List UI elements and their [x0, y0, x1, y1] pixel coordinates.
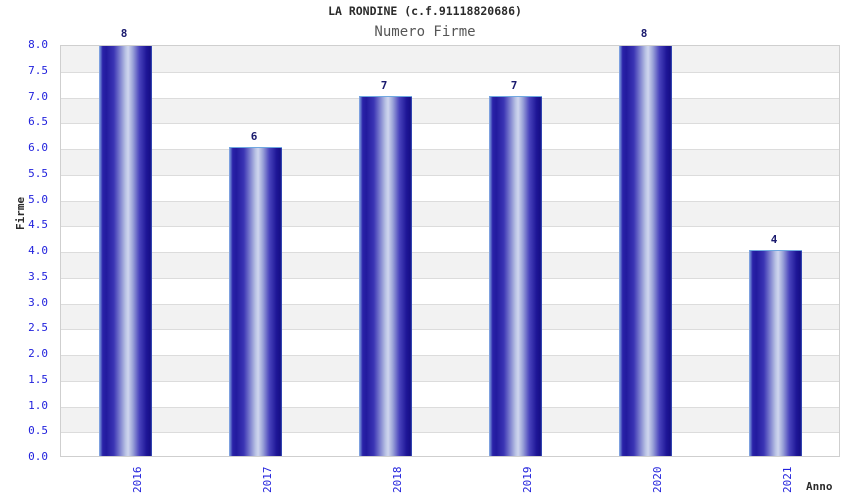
bar-value-label: 7	[510, 78, 518, 92]
bar-value-label: 8	[120, 27, 128, 40]
bar-value-label: 6	[250, 130, 258, 143]
x-axis-tick-label: 2019	[521, 466, 534, 494]
gridline	[61, 123, 839, 124]
gridline	[61, 329, 839, 330]
y-axis-tick-label: 2.5	[28, 321, 48, 335]
y-axis-tick-label: 5.0	[28, 192, 48, 206]
bar[interactable]	[228, 147, 282, 456]
grid-band	[61, 303, 839, 330]
gridline	[61, 432, 839, 433]
bar[interactable]	[618, 46, 672, 456]
bar[interactable]	[748, 250, 802, 456]
grid-band	[61, 97, 839, 124]
x-axis-tick-label: 2021	[781, 466, 794, 494]
x-axis-tick-label: 2018	[391, 466, 404, 494]
bar-value-label: 7	[380, 78, 388, 92]
x-axis-title: Anno	[806, 480, 833, 493]
x-axis-tick-label: 2017	[261, 466, 274, 494]
y-axis-tick-label: 1.5	[28, 372, 48, 386]
y-axis-tick-label: 2.0	[28, 347, 48, 360]
bar[interactable]	[488, 95, 542, 456]
y-axis-tick-label: 7.5	[28, 63, 48, 77]
gridline	[61, 278, 839, 279]
gridline	[61, 226, 839, 227]
gridline	[61, 304, 839, 305]
bar[interactable]	[358, 95, 412, 456]
y-axis-tick-label: 7.0	[28, 89, 48, 103]
gridline	[61, 175, 839, 176]
gridline	[61, 381, 839, 382]
gridline	[61, 72, 839, 73]
plot-area	[60, 45, 840, 457]
y-axis-title: Firme	[14, 196, 27, 230]
x-axis-tick-label: 2020	[651, 466, 664, 494]
gridline	[61, 98, 839, 99]
y-axis-tick-label: 3.0	[28, 295, 48, 309]
y-axis-tick-label: 1.0	[28, 398, 48, 412]
gridline	[61, 201, 839, 202]
grid-band	[61, 406, 839, 433]
grid-band	[61, 355, 839, 381]
gridline	[61, 149, 839, 150]
chart-subtitle: Numero Firme	[374, 24, 476, 40]
grid-band	[61, 46, 839, 72]
grid-band	[61, 149, 839, 175]
y-axis-tick-label: 0.0	[28, 450, 48, 463]
bar[interactable]	[98, 46, 152, 456]
grid-band	[61, 252, 839, 278]
y-axis-tick-label: 4.0	[28, 244, 48, 257]
y-axis-tick-label: 4.5	[28, 218, 48, 232]
gridline	[61, 252, 839, 253]
y-axis-tick-label: 0.5	[28, 424, 48, 438]
y-axis-tick-label: 3.5	[28, 269, 48, 283]
y-axis-tick-label: 6.5	[28, 115, 48, 129]
x-axis-tick-label: 2016	[131, 466, 144, 494]
bar-value-label: 4	[770, 233, 778, 246]
gridline	[61, 407, 839, 408]
grid-band	[61, 200, 839, 227]
gridline	[61, 355, 839, 356]
chart-title: LA RONDINE (c.f.91118820686)	[328, 4, 522, 18]
bar-value-label: 8	[640, 27, 648, 40]
y-axis-tick-label: 5.5	[28, 166, 48, 180]
y-axis-tick-label: 8.0	[28, 38, 48, 51]
y-axis-tick-label: 6.0	[28, 141, 48, 154]
